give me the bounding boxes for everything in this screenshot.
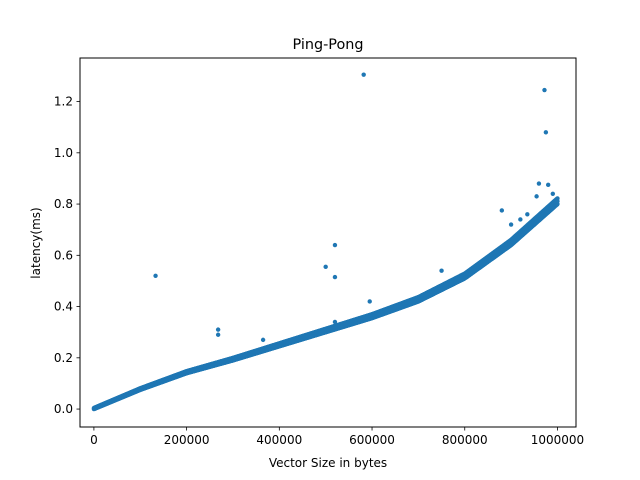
outlier-point (542, 87, 547, 93)
y-tick-label: 0.4 (54, 300, 73, 314)
outlier-point (332, 319, 338, 325)
x-tick-label: 0 (90, 433, 98, 447)
x-tick-label: 400000 (256, 433, 302, 447)
outlier-point (153, 273, 158, 279)
data-point (555, 199, 560, 204)
x-tick-label: 1000000 (531, 433, 584, 447)
outlier-point (361, 72, 366, 77)
x-axis-label: Vector Size in bytes (269, 456, 387, 470)
outlier-point (367, 299, 372, 304)
x-tick-label: 800000 (442, 433, 488, 447)
outlier-point (534, 194, 539, 199)
outlier-point (215, 332, 221, 337)
outlier-point (260, 337, 266, 343)
y-tick-label: 1.0 (54, 146, 73, 160)
outlier-point (543, 130, 549, 135)
x-tick-label: 200000 (164, 433, 210, 447)
outlier-point (536, 181, 542, 186)
y-axis-ticks: 0.0 0.2 0.4 0.6 0.8 1.0 1.2 (54, 95, 80, 416)
x-axis-ticks: 0 200000 400000 600000 800000 1000000 (90, 427, 584, 447)
outlier-point (545, 182, 551, 188)
outlier-point (518, 217, 523, 222)
outlier-point (439, 268, 444, 273)
y-tick-label: 0.8 (54, 197, 73, 211)
y-tick-label: 1.2 (54, 95, 73, 109)
y-axis-label: latency(ms) (29, 207, 43, 278)
chart-title: Ping-Pong (292, 37, 363, 53)
x-tick-label: 600000 (349, 433, 395, 447)
outlier-point (215, 327, 221, 332)
outlier-point (525, 212, 530, 217)
outlier-point (550, 191, 556, 197)
outlier-point (508, 222, 514, 227)
outlier-point (332, 274, 338, 280)
y-tick-label: 0.6 (54, 248, 73, 262)
y-tick-label: 0.0 (54, 402, 73, 416)
data-points (91, 72, 560, 412)
y-tick-label: 0.2 (54, 351, 73, 365)
plot-frame (79, 57, 577, 428)
outlier-point (499, 208, 505, 213)
outlier-point (323, 264, 328, 270)
outlier-point (332, 242, 338, 248)
